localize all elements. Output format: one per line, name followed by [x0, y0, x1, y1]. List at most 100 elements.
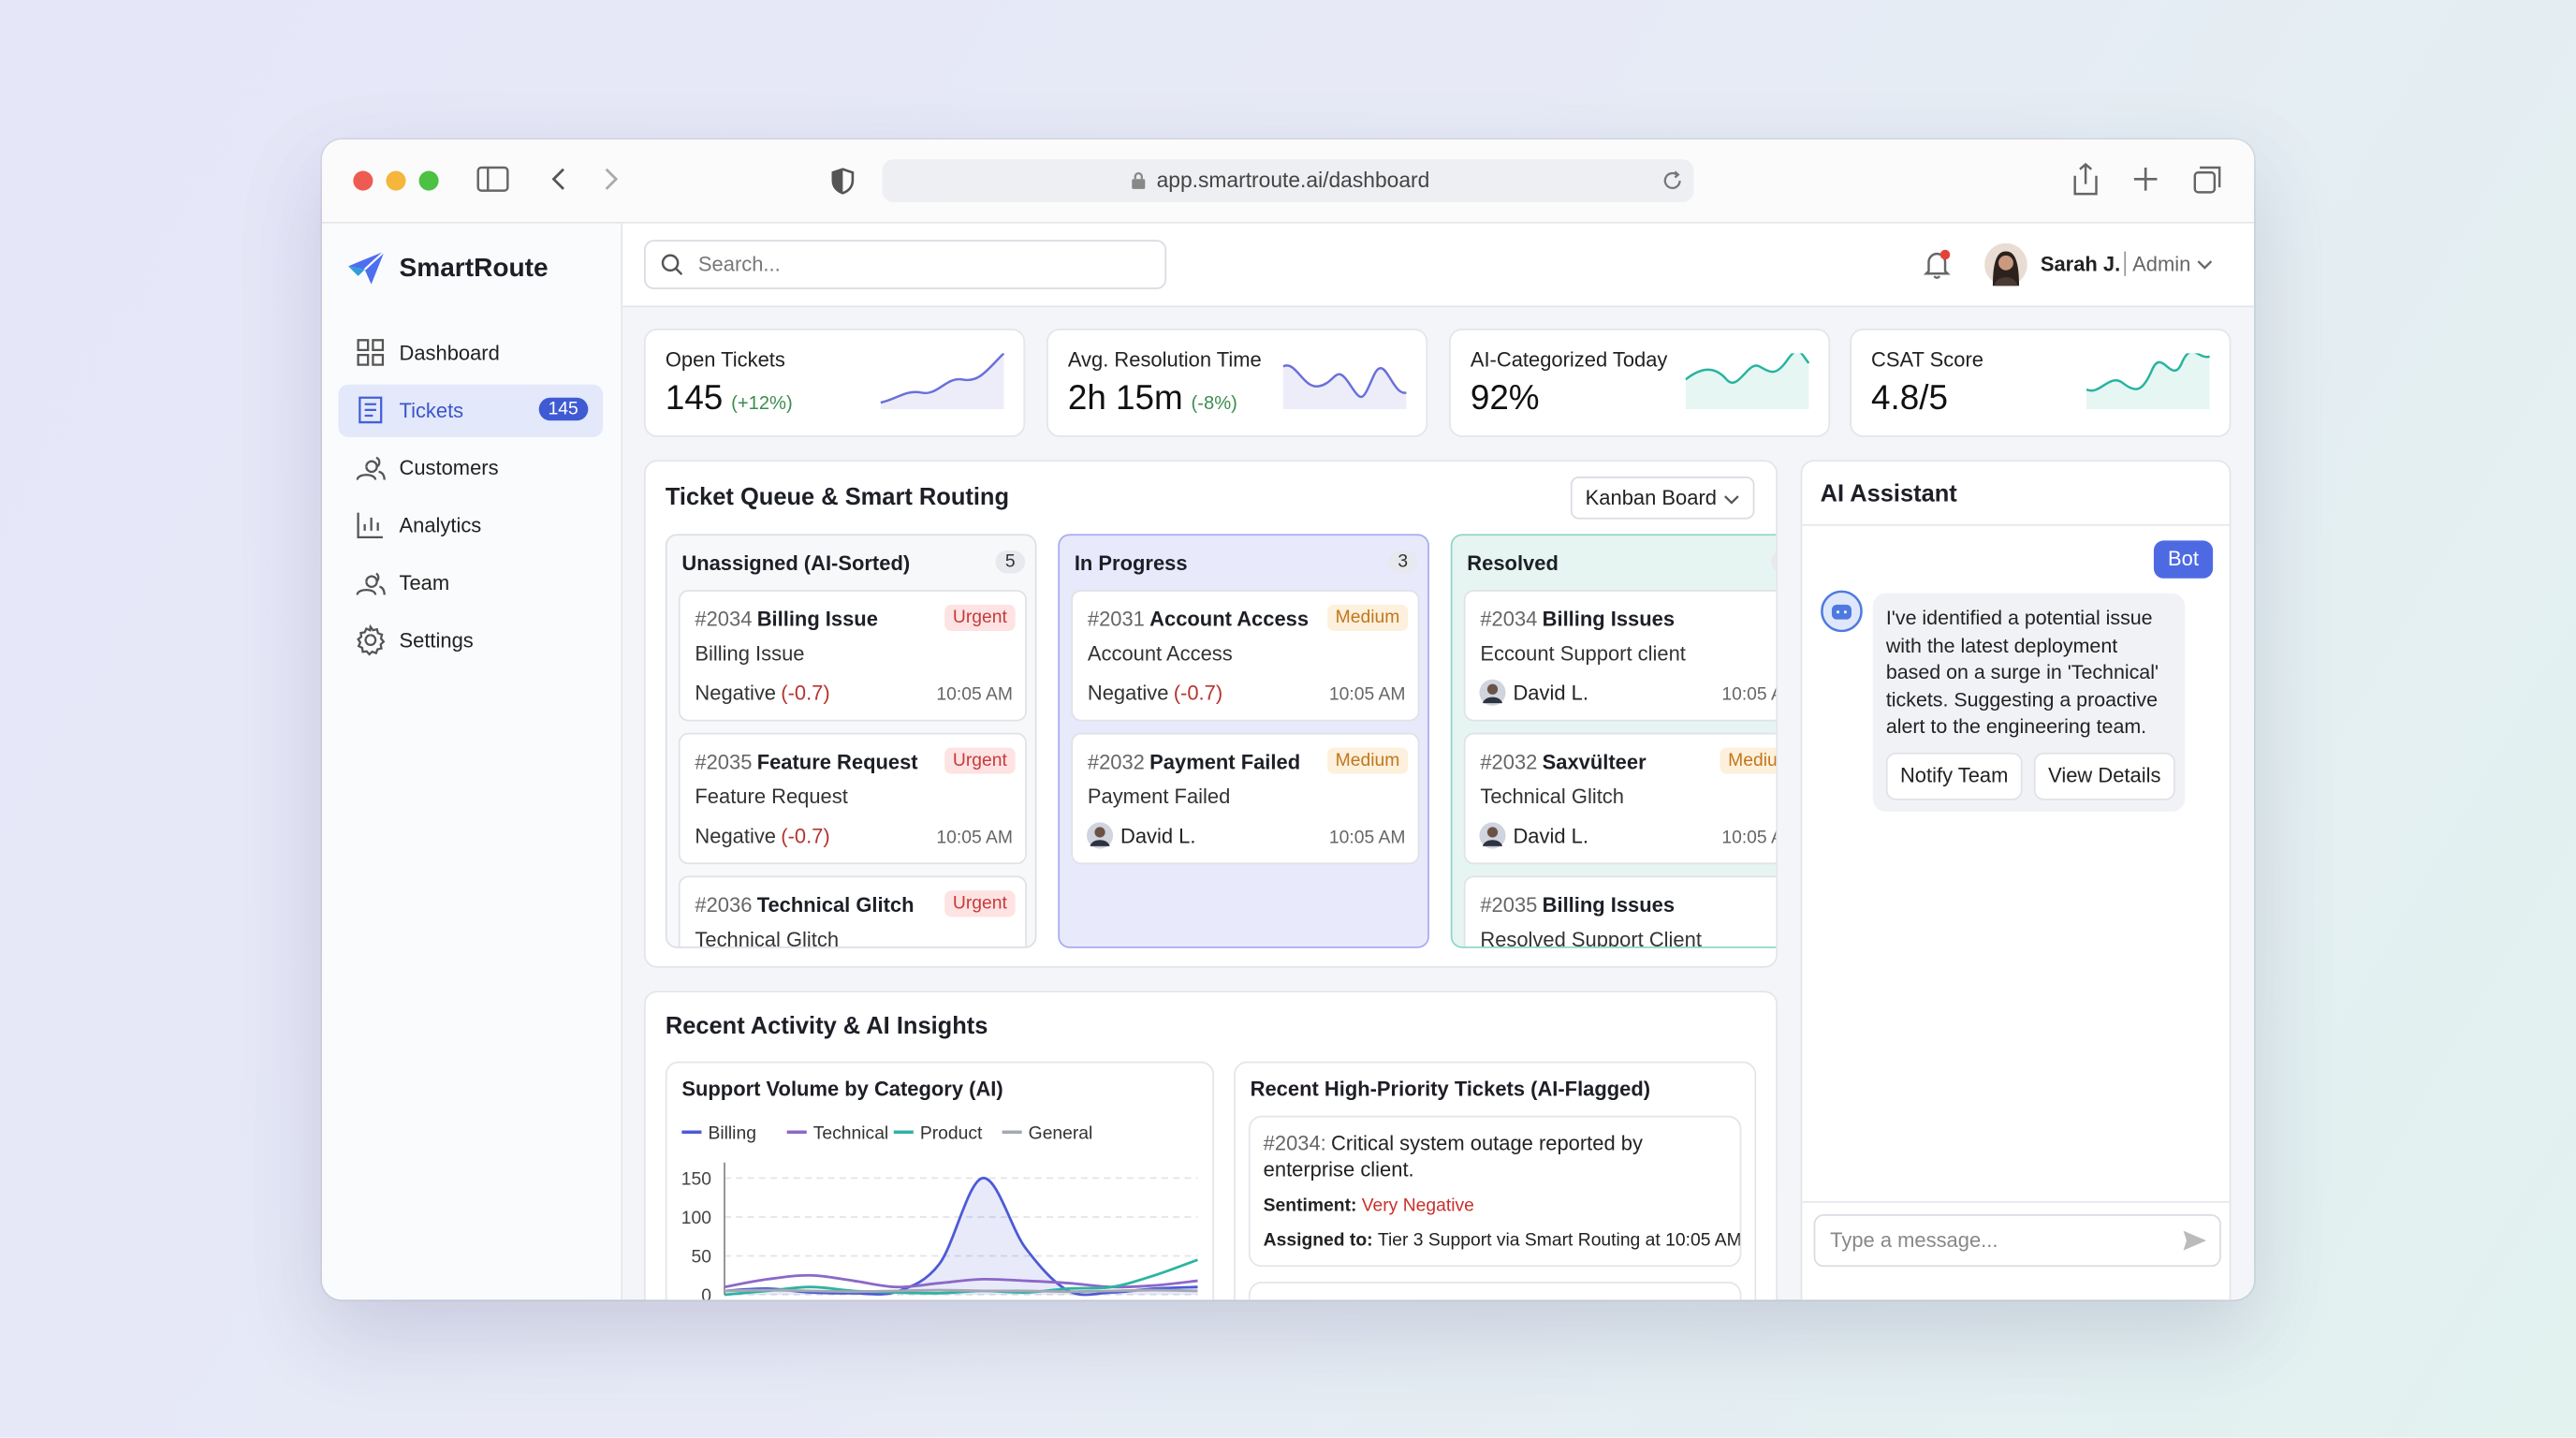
sidebar: SmartRoute Dashboard Tickets 145 Customers A… [321, 223, 623, 1300]
priority-tag: Medium [1720, 747, 1777, 774]
ticket-card[interactable]: #2031 Account Access Medium Account Access N… [1071, 590, 1420, 722]
maximize-button[interactable] [418, 170, 439, 191]
send-shape [2183, 1230, 2207, 1251]
nav-item[interactable]: Customers [339, 442, 604, 494]
line-chart: 0 50 100 150 Billing Technical Product General [681, 1123, 1198, 1299]
y-tick-label: 0 [701, 1286, 711, 1299]
assignee-avatar [1479, 679, 1506, 706]
chart-card: Support Volume by Category (AI) 0 50 100 150… [665, 1061, 1215, 1300]
sparkline [880, 353, 1005, 410]
sparkline-line [880, 353, 1005, 404]
series-line [724, 1177, 1198, 1297]
ticket-sentiment: Negative (-0.7) [695, 823, 829, 849]
shield-icon[interactable] [828, 166, 858, 196]
sparkline-line [1685, 353, 1810, 384]
nav-label: Team [399, 571, 450, 595]
ticket-card[interactable]: #2035 Billing Issues Resolved Support Clie… [1463, 875, 1777, 946]
nav-label: Dashboard [399, 342, 500, 365]
sparkline [2086, 353, 2210, 410]
nav-icon [356, 572, 386, 595]
icon-shape [356, 572, 386, 595]
icon-shape [357, 339, 385, 366]
ticket-subtitle: Account Access [1087, 642, 1233, 666]
reload-icon[interactable] [1661, 169, 1684, 193]
minimize-button[interactable] [386, 170, 406, 191]
column-count: 5 [995, 550, 1026, 574]
kpi-card: Avg. Resolution Time 2h 15m (-8%) [1046, 329, 1428, 437]
kanban-column: Unassigned (AI-Sorted) 5 #2034 Billing Issu… [665, 534, 1037, 948]
ticket-id: #2035 [695, 751, 753, 774]
browser-window: app.smartroute.ai/dashboard SmartRoute D… [321, 139, 2254, 1300]
user-role[interactable]: Admin [2132, 253, 2191, 276]
ai-header-divider [1802, 523, 2230, 526]
ticket-title: Account Access [1149, 608, 1310, 631]
ticket-time: 10:05 AM [1328, 828, 1406, 848]
flagged-description: #2034: Critical system outage reported by… [1264, 1131, 1707, 1183]
close-button[interactable] [353, 170, 373, 191]
avatar-body [1482, 697, 1503, 704]
notification-bell[interactable] [1922, 248, 1952, 281]
brand-logo [348, 250, 386, 285]
kpi-label: Open Tickets [665, 348, 785, 372]
kanban-column: In Progress 3 #2031 Account Access Medium Acc… [1058, 534, 1429, 948]
ticket-queue-panel: Ticket Queue & Smart Routing Kanban Board… [643, 460, 1778, 968]
ticket-card[interactable]: #2034 Billing Issues Eccount Support clien… [1463, 590, 1777, 722]
ticket-sentiment: Negative (-0.7) [1088, 681, 1222, 707]
action-button[interactable]: View Details [2033, 752, 2175, 800]
ticket-subtitle: Payment Failed [1087, 785, 1231, 809]
ticket-heading: #2035 Billing Issues [1480, 892, 1675, 918]
sentiment-score: (-0.7) [1173, 682, 1223, 705]
card-title: Recent High-Priority Tickets (AI-Flagged… [1250, 1078, 1651, 1101]
address-bar[interactable]: app.smartroute.ai/dashboard [882, 159, 1694, 202]
ticket-card[interactable]: #2034 Billing Issue Urgent Billing Issue Neg… [678, 590, 1027, 722]
icon-shape [357, 624, 386, 656]
nav-item[interactable]: Tickets 145 [338, 384, 604, 437]
nav-item[interactable]: Team [339, 557, 604, 609]
avatar-body [1482, 840, 1503, 846]
nav-item[interactable]: Dashboard [339, 327, 604, 379]
chevron [1724, 495, 1739, 505]
ticket-id: #2034 [695, 608, 753, 631]
y-tick-label: 150 [681, 1169, 711, 1189]
series-line [724, 1288, 1198, 1294]
window-actions[interactable] [2067, 161, 2232, 200]
series-area [724, 1178, 1198, 1296]
sparkline-area [1685, 353, 1809, 410]
ticket-sentiment: Negative (-0.7) [695, 681, 829, 707]
ticket-card[interactable]: #2032 Payment Failed Medium Payment Failed D… [1071, 732, 1420, 865]
recent-activity-panel: Recent Activity & AI Insights Support Vol… [643, 990, 1778, 1300]
kpi-value: 2h 15m (-8%) [1068, 378, 1237, 426]
search-box[interactable]: Search... [643, 240, 1167, 289]
view-dropdown[interactable]: Kanban Board [1570, 476, 1755, 520]
sentiment-label: Negative [695, 682, 777, 705]
assignee-avatar [1479, 822, 1506, 849]
ticket-card[interactable]: #2035 Feature Request Urgent Feature Reques… [678, 732, 1027, 865]
legend-label: Billing [708, 1123, 755, 1143]
ticket-assignee: David L. [1513, 682, 1588, 705]
nav-item[interactable]: Analytics [339, 500, 604, 552]
ticket-card[interactable]: #2036 Technical Glitch Urgent Technical Gli… [678, 875, 1027, 946]
message-input[interactable]: Type a message... [1813, 1214, 2221, 1268]
kpi-delta: (+12%) [731, 394, 793, 415]
sparkline-area [1282, 365, 1407, 410]
user-name[interactable]: Sarah J. [2040, 253, 2121, 276]
action-button[interactable]: Notify Team [1885, 752, 2023, 800]
user-avatar[interactable] [1984, 242, 2027, 286]
ticket-heading: #2031 Account Access [1088, 607, 1309, 633]
sparkline-area [880, 353, 1004, 410]
nav-badge: 145 [538, 397, 589, 421]
flagged-assignment: Assigned to: Tier 3 Support via Smart Rou… [1264, 1227, 1740, 1254]
kpi-number: 145 [665, 379, 724, 418]
url: app.smartroute.ai/dashboard [1156, 168, 1430, 193]
panel-title: Recent Activity & AI Insights [665, 1013, 988, 1040]
column-title: In Progress [1074, 551, 1188, 576]
separator [2124, 251, 2127, 276]
ticket-subtitle: Billing Issue [695, 642, 805, 666]
flagged-ticket[interactable]: #2034: Critical system outage reported by… [1248, 1115, 1742, 1268]
ai-assistant-panel: AI Assistant Bot I've identified a potenti… [1800, 460, 2232, 1300]
nav-item[interactable]: Settings [339, 614, 604, 667]
kpi-label: Avg. Resolution Time [1067, 348, 1262, 372]
